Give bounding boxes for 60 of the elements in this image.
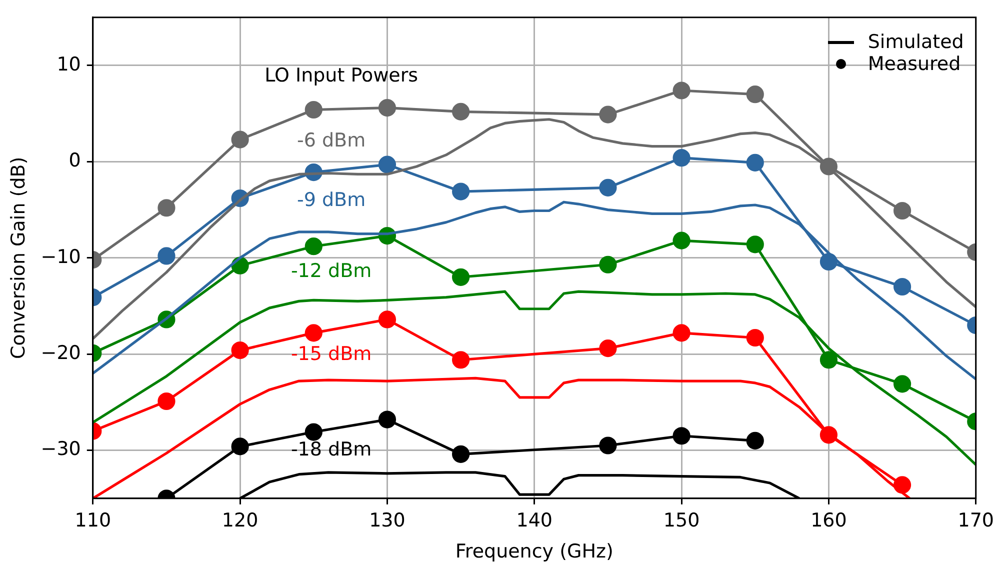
point — [158, 199, 176, 217]
point — [452, 351, 470, 369]
point — [378, 410, 396, 428]
x-axis-title: Frequency (GHz) — [455, 540, 614, 563]
point — [378, 310, 396, 328]
point — [452, 182, 470, 200]
series-label: -18 dBm — [290, 438, 372, 461]
point — [599, 256, 617, 274]
x-tick-label: 130 — [369, 510, 406, 532]
point — [672, 149, 690, 167]
point — [599, 106, 617, 124]
point — [672, 427, 690, 445]
point — [304, 423, 322, 441]
y-tick-label: 0 — [68, 150, 81, 172]
point — [599, 436, 617, 454]
x-tick-label: 160 — [810, 510, 847, 532]
series-label: -6 dBm — [297, 129, 366, 152]
y-tick-label: −20 — [40, 342, 81, 364]
point — [893, 202, 912, 220]
point — [820, 351, 838, 369]
point — [746, 432, 764, 450]
point — [231, 341, 249, 360]
point — [452, 268, 470, 286]
point — [672, 324, 690, 342]
y-axis-title: Conversion Gain (dB) — [7, 156, 30, 360]
point — [378, 99, 396, 117]
x-tick-label: 150 — [663, 510, 700, 532]
point — [304, 324, 322, 342]
series-label: -9 dBm — [297, 189, 366, 212]
annotation: Measured — [868, 53, 961, 76]
point — [599, 340, 617, 358]
point — [746, 86, 764, 104]
point — [304, 238, 322, 256]
point — [158, 392, 176, 410]
point — [672, 82, 690, 100]
point — [746, 154, 764, 172]
y-tick-label: −30 — [40, 438, 81, 460]
y-tick-label: −10 — [40, 246, 81, 268]
point — [452, 102, 470, 120]
point — [893, 278, 912, 296]
x-tick-label: 110 — [74, 510, 112, 532]
point — [231, 438, 249, 456]
point — [304, 100, 322, 119]
x-tick-label: 170 — [958, 510, 994, 532]
point — [378, 156, 396, 174]
point — [893, 375, 912, 393]
point — [746, 328, 764, 347]
series-label: -15 dBm — [290, 342, 372, 365]
x-tick-label: 120 — [222, 510, 258, 532]
point — [158, 247, 176, 265]
annotation: LO Input Powers — [264, 64, 418, 86]
point — [231, 130, 249, 148]
series-label: -12 dBm — [290, 260, 372, 282]
annotation: Simulated — [868, 31, 964, 54]
point — [672, 232, 690, 250]
point — [746, 236, 764, 254]
point — [599, 178, 617, 196]
x-tick-label: 140 — [516, 510, 553, 532]
y-tick-label: 10 — [56, 53, 81, 76]
point — [452, 445, 470, 463]
